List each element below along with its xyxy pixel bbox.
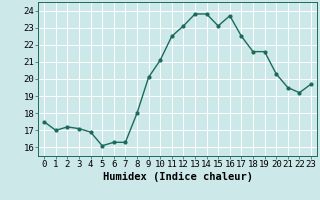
X-axis label: Humidex (Indice chaleur): Humidex (Indice chaleur) — [103, 172, 252, 182]
